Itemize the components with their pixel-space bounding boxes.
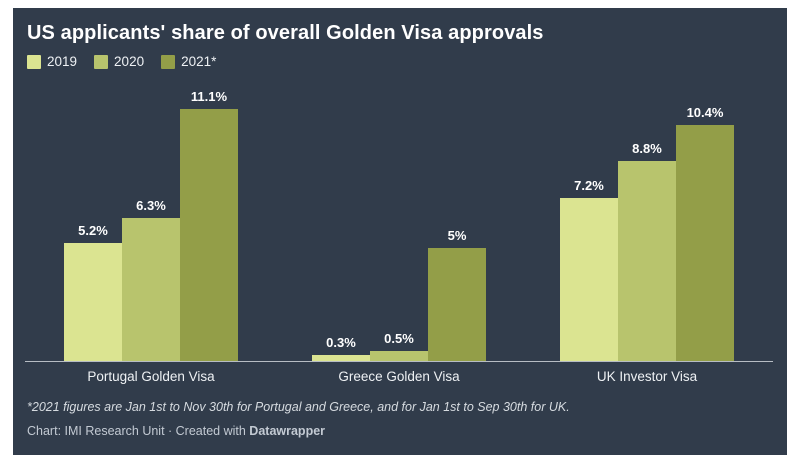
bar-slot-uk-investor-visa-2021: 10.4% xyxy=(676,105,734,362)
bar-portugal-golden-visa-2021 xyxy=(180,109,238,362)
bar-uk-investor-visa-2021 xyxy=(676,125,734,362)
bar-uk-investor-visa-2019 xyxy=(560,198,618,362)
byline-text: Chart: IMI Research Unit · Created with xyxy=(27,424,250,438)
plot-area: 5.2% 6.3% 11.1% 0.3% 0.5% 5% 7.2% 8.8% 10.4% xyxy=(25,81,773,362)
chart-title: US applicants' share of overall Golden V… xyxy=(27,22,544,44)
legend: 2019 2020 2021* xyxy=(27,54,771,69)
footnote: *2021 figures are Jan 1st to Nov 30th fo… xyxy=(27,400,570,414)
value-label: 5.2% xyxy=(78,223,108,238)
x-axis-labels: Portugal Golden Visa Greece Golden Visa UK… xyxy=(27,369,771,384)
value-label: 0.3% xyxy=(326,335,356,350)
x-axis-line xyxy=(25,361,773,362)
legend-swatch-2019 xyxy=(27,54,41,69)
bar-slot-portugal-golden-visa-2020: 6.3% xyxy=(122,198,180,362)
x-axis-label-portugal-golden-visa: Portugal Golden Visa xyxy=(87,369,215,384)
legend-item-2019: 2019 xyxy=(27,54,77,69)
legend-swatch-2021 xyxy=(161,54,176,69)
bar-greece-golden-visa-2020 xyxy=(370,351,428,362)
value-label: 5% xyxy=(447,228,467,243)
bar-group-uk-investor-visa: 7.2% 8.8% 10.4% xyxy=(523,81,771,362)
value-label: 10.4% xyxy=(686,105,724,120)
bar-slot-greece-golden-visa-2019: 0.3% xyxy=(312,335,370,362)
bar-slot-greece-golden-visa-2020: 0.5% xyxy=(370,331,428,362)
legend-item-2021: 2021* xyxy=(161,54,216,69)
value-label: 0.5% xyxy=(384,331,414,346)
x-axis-label-greece-golden-visa: Greece Golden Visa xyxy=(338,369,460,384)
bar-slot-portugal-golden-visa-2019: 5.2% xyxy=(64,223,122,362)
value-label: 8.8% xyxy=(632,141,662,156)
bar-portugal-golden-visa-2020 xyxy=(122,218,180,362)
legend-label: 2019 xyxy=(47,54,78,69)
bar-greece-golden-visa-2019 xyxy=(312,355,370,362)
legend-label: 2021* xyxy=(181,54,217,69)
bar-greece-golden-visa-2021 xyxy=(428,248,486,362)
bar-uk-investor-visa-2020 xyxy=(618,161,676,362)
bar-slot-uk-investor-visa-2020: 8.8% xyxy=(618,141,676,362)
bar-group-greece-golden-visa: 0.3% 0.5% 5% xyxy=(275,81,523,362)
value-label: 6.3% xyxy=(136,198,166,213)
byline-brand: Datawrapper xyxy=(249,424,326,438)
x-axis-label-uk-investor-visa: UK Investor Visa xyxy=(596,369,698,384)
bar-slot-greece-golden-visa-2021: 5% xyxy=(428,228,486,362)
legend-label: 2020 xyxy=(114,54,145,69)
chart-panel: US applicants' share of overall Golden V… xyxy=(13,8,787,455)
bar-portugal-golden-visa-2019 xyxy=(64,243,122,362)
legend-item-2020: 2020 xyxy=(94,54,144,69)
bar-slot-portugal-golden-visa-2021: 11.1% xyxy=(180,89,238,362)
legend-swatch-2020 xyxy=(94,54,109,69)
value-label: 11.1% xyxy=(190,89,228,104)
bar-group-portugal-golden-visa: 5.2% 6.3% 11.1% xyxy=(27,81,275,362)
bar-slot-uk-investor-visa-2019: 7.2% xyxy=(560,178,618,362)
value-label: 7.2% xyxy=(574,178,604,193)
byline: Chart: IMI Research Unit · Created with … xyxy=(27,424,771,438)
